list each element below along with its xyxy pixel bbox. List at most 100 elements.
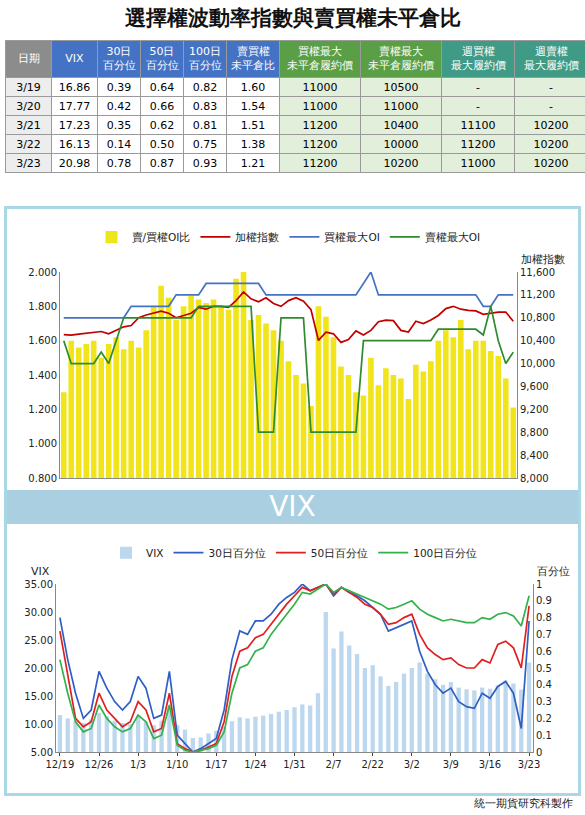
html-text:17.77: 17.77 (58, 99, 91, 113)
svg-text:0: 0 (536, 747, 542, 758)
html-text:1.51: 1.51 (240, 118, 266, 132)
svg-text:0.7: 0.7 (536, 629, 552, 640)
html-text:11100: 11100 (460, 118, 496, 132)
html-text:0.81: 0.81 (192, 118, 218, 132)
svg-text:1/3: 1/3 (130, 759, 146, 770)
svg-text:2/7: 2/7 (326, 759, 342, 770)
html-text:11000: 11000 (302, 80, 338, 94)
svg-text:0.1: 0.1 (536, 730, 552, 741)
html-text:0.42: 0.42 (106, 99, 132, 113)
html-text:0.50: 0.50 (149, 137, 175, 151)
html-text:1.60: 1.60 (240, 80, 266, 94)
html-text:11000: 11000 (302, 99, 338, 113)
svg-text:加權指數: 加權指數 (235, 231, 279, 243)
svg-text:0.6: 0.6 (536, 646, 552, 657)
html-text:1.38: 1.38 (240, 137, 266, 151)
html-text:16.86: 16.86 (58, 80, 91, 94)
svg-text:0.8: 0.8 (536, 612, 552, 623)
html-text:0.83: 0.83 (192, 99, 218, 113)
html-text:3/23: 3/23 (16, 156, 41, 170)
svg-text:0.800: 0.800 (28, 473, 57, 484)
svg-text:5.00: 5.00 (31, 747, 53, 758)
svg-text:8,000: 8,000 (520, 473, 549, 484)
svg-text:30.00: 30.00 (24, 607, 53, 618)
svg-text:1: 1 (536, 579, 542, 590)
html-text:VIX: VIX (269, 490, 316, 523)
svg-text:50日百分位: 50日百分位 (311, 547, 368, 559)
html-text:選擇權波動率指數與賣買權未平倉比: 選擇權波動率指數與賣買權未平倉比 (124, 6, 461, 30)
svg-text:10,000: 10,000 (520, 358, 555, 369)
svg-text:買權最大OI: 買權最大OI (324, 231, 379, 243)
svg-text:0.5: 0.5 (536, 663, 552, 674)
svg-text:15.00: 15.00 (24, 691, 53, 702)
svg-text:3/9: 3/9 (443, 759, 459, 770)
html-text:0.78: 0.78 (106, 156, 132, 170)
svg-text:20.00: 20.00 (24, 663, 53, 674)
html-text:0.82: 0.82 (192, 80, 218, 94)
html-text:11200: 11200 (302, 118, 338, 132)
html-text:10500: 10500 (383, 80, 419, 94)
html-text:0.62: 0.62 (149, 118, 175, 132)
svg-text:0.3: 0.3 (536, 696, 552, 707)
svg-text:10,400: 10,400 (520, 335, 555, 346)
svg-text:0.2: 0.2 (536, 713, 552, 724)
svg-text:2/22: 2/22 (361, 759, 383, 770)
svg-text:賣/買權OI比: 賣/買權OI比 (132, 231, 191, 243)
html-text:10200: 10200 (533, 137, 569, 151)
svg-text:0.9: 0.9 (536, 595, 552, 606)
svg-text:12/26: 12/26 (85, 759, 114, 770)
html-text:0.75: 0.75 (192, 137, 218, 151)
svg-text:35.00: 35.00 (24, 579, 53, 590)
html-text:3/22: 3/22 (16, 137, 41, 151)
svg-text:賣權最大OI: 賣權最大OI (425, 231, 480, 243)
svg-text:1/24: 1/24 (244, 759, 266, 770)
html-text:17.23: 17.23 (58, 118, 91, 132)
html-text:20.98: 20.98 (58, 156, 91, 170)
svg-text:9,200: 9,200 (520, 404, 549, 415)
html-text:11000: 11000 (383, 99, 419, 113)
html-text:0.35: 0.35 (106, 118, 132, 132)
svg-text:1/10: 1/10 (166, 759, 188, 770)
html-text:10000: 10000 (383, 137, 419, 151)
svg-text:1.600: 1.600 (28, 335, 57, 346)
html-text:11200: 11200 (302, 137, 338, 151)
svg-text:11,200: 11,200 (520, 289, 555, 300)
svg-text:1.800: 1.800 (28, 301, 57, 312)
svg-text:8,800: 8,800 (520, 427, 549, 438)
svg-text:1/31: 1/31 (283, 759, 305, 770)
svg-text:1.200: 1.200 (28, 404, 57, 415)
svg-text:10.00: 10.00 (24, 719, 53, 730)
html-text:0.14: 0.14 (106, 137, 132, 151)
svg-text:30日百分位: 30日百分位 (208, 547, 265, 559)
svg-text:100日百分位: 100日百分位 (413, 547, 477, 559)
svg-text:3/23: 3/23 (518, 759, 540, 770)
svg-text:9,600: 9,600 (520, 381, 549, 392)
html-text:0.64: 0.64 (149, 80, 175, 94)
html-text:0.66: 0.66 (149, 99, 175, 113)
svg-text:1.400: 1.400 (28, 370, 57, 381)
svg-text:1/17: 1/17 (205, 759, 227, 770)
html-text:0.39: 0.39 (106, 80, 132, 94)
html-text:3/21: 3/21 (16, 118, 41, 132)
svg-text:百分位: 百分位 (537, 565, 570, 578)
html-text:1.54: 1.54 (240, 99, 266, 113)
svg-text:8,400: 8,400 (520, 450, 549, 461)
svg-text:1.000: 1.000 (28, 438, 57, 449)
html-text:3/19: 3/19 (16, 80, 41, 94)
html-text:10400: 10400 (383, 118, 419, 132)
html-text:11200: 11200 (460, 137, 496, 151)
html-text:3/20: 3/20 (16, 99, 41, 113)
svg-text:25.00: 25.00 (24, 635, 53, 646)
svg-text:VIX: VIX (146, 547, 163, 559)
svg-text:12/19: 12/19 (45, 759, 74, 770)
svg-text:0.4: 0.4 (536, 679, 552, 690)
svg-text:11,600: 11,600 (520, 267, 555, 278)
svg-text:3/16: 3/16 (479, 759, 501, 770)
svg-text:VIX: VIX (31, 565, 50, 578)
html-text:16.13: 16.13 (58, 137, 91, 151)
svg-text:3/2: 3/2 (404, 759, 420, 770)
html-text:10200: 10200 (533, 118, 569, 132)
svg-text:加權指數: 加權指數 (521, 253, 565, 266)
svg-text:2.000: 2.000 (28, 267, 57, 278)
svg-text:10,800: 10,800 (520, 312, 555, 323)
